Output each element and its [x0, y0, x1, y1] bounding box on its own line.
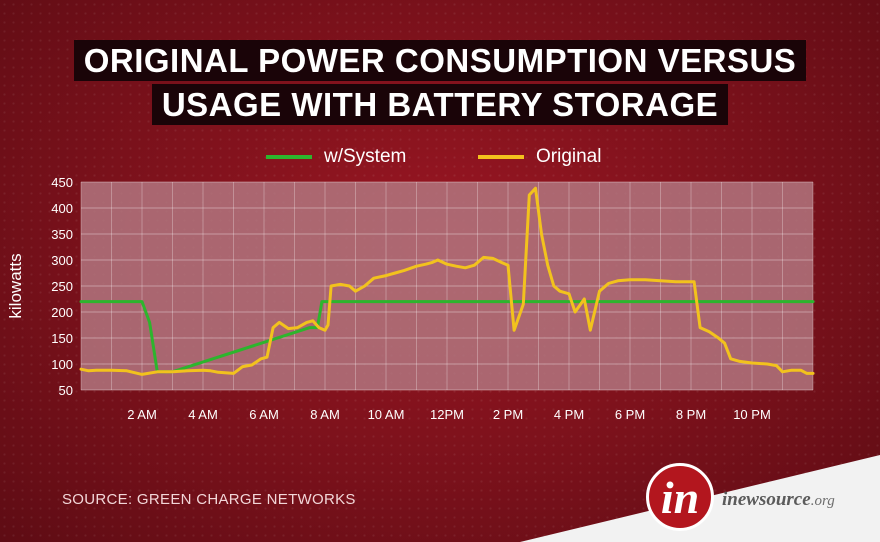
legend-label-original: Original	[536, 146, 602, 167]
x-tick-label: 12PM	[430, 407, 464, 422]
brand-name-text: inewsource	[722, 489, 811, 510]
y-tick-label: 150	[51, 331, 73, 346]
logo-letter: in	[660, 471, 700, 523]
legend-swatch-original	[478, 155, 524, 159]
y-tick-label: 250	[51, 279, 73, 294]
x-tick-label: 6 PM	[615, 407, 645, 422]
y-tick-label: 200	[51, 305, 73, 320]
legend-label-system: w/System	[324, 146, 407, 167]
y-axis-label: kilowatts	[6, 253, 25, 318]
x-tick-label: 8 PM	[676, 407, 706, 422]
x-tick-label: 6 AM	[249, 407, 279, 422]
y-tick-label: 350	[51, 227, 73, 242]
y-tick-label: 50	[59, 383, 73, 398]
series-line-system	[79, 300, 815, 374]
legend-item-original: Original	[478, 146, 601, 168]
x-tick-label: 8 AM	[310, 407, 340, 422]
brand-suffix-text: .org	[810, 493, 835, 509]
legend-swatch-system	[266, 155, 312, 159]
legend-item-system: w/System	[266, 146, 406, 168]
chart-legend: w/System Original	[0, 146, 880, 170]
source-credit: SOURCE: GREEN CHARGE NETWORKS	[62, 491, 356, 508]
chart-title-line-1: ORIGINAL POWER CONSUMPTION VERSUS	[0, 40, 880, 81]
x-tick-label: 4 PM	[554, 407, 584, 422]
y-tick-label: 100	[51, 357, 73, 372]
x-tick-label: 10 AM	[368, 407, 405, 422]
inewsource-logo[interactable]: in	[646, 463, 714, 531]
x-tick-label: 2 AM	[127, 407, 157, 422]
x-tick-label: 2 PM	[493, 407, 523, 422]
brand-name[interactable]: inewsource.org	[722, 489, 835, 511]
chart-title-line-2: USAGE WITH BATTERY STORAGE	[0, 84, 880, 125]
x-tick-label: 4 AM	[188, 407, 218, 422]
y-tick-label: 450	[51, 175, 73, 190]
y-tick-label: 300	[51, 253, 73, 268]
plot-area	[81, 182, 813, 390]
y-tick-label: 400	[51, 201, 73, 216]
x-tick-label: 10 PM	[733, 407, 771, 422]
series-line-original	[79, 186, 815, 376]
